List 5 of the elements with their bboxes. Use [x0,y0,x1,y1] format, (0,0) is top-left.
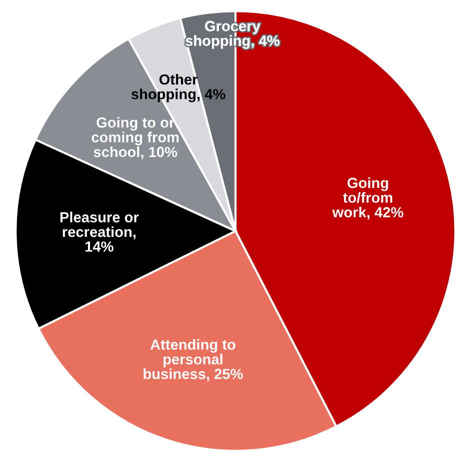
slice-label: Other shopping, 4% [131,74,226,102]
slice-label: Attending to personal business, 25% [144,339,243,382]
slice-label: Going to/from work, 42% [332,177,404,220]
slice-label: Going to or coming from school, 10% [92,116,179,160]
slice-label: Pleasure or recreation, 14% [60,212,139,252]
